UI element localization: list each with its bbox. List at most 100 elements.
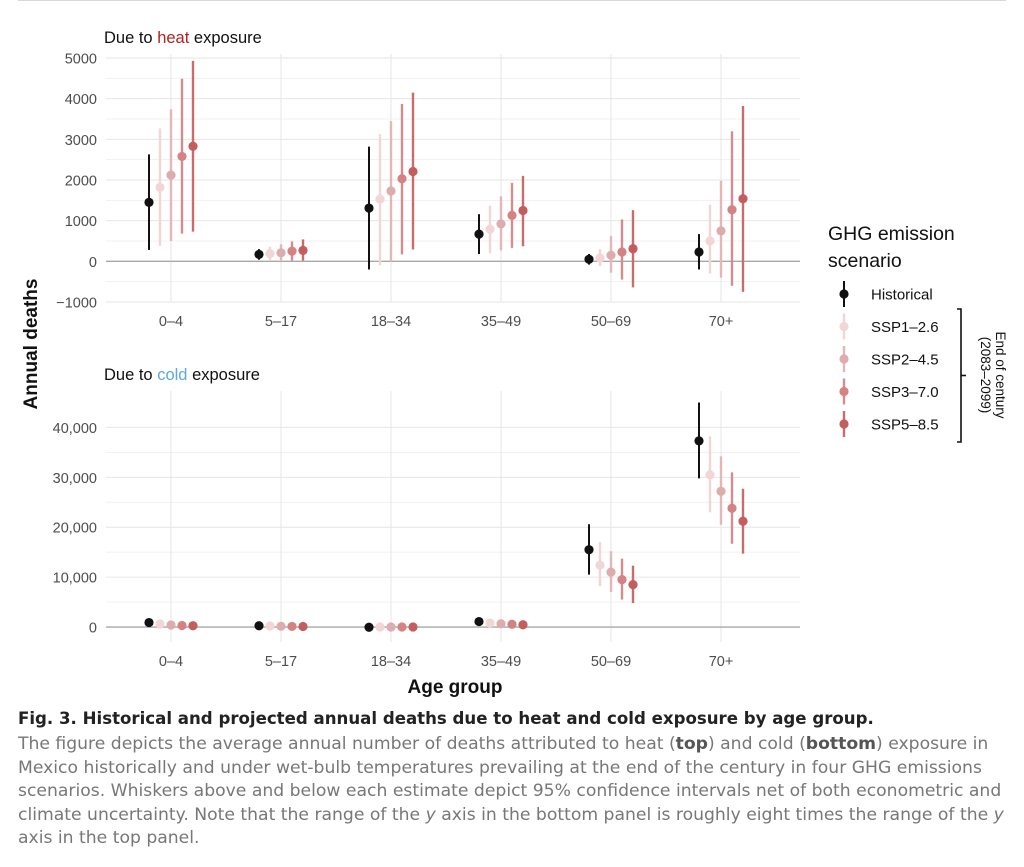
legend-marker — [839, 419, 849, 429]
panel-title-part: Due to — [104, 29, 157, 47]
data-point — [485, 618, 495, 628]
data-point — [738, 194, 748, 204]
y-tick-label: 20,000 — [53, 521, 97, 537]
y-axis-label: Annual deaths — [21, 279, 42, 410]
data-point — [617, 575, 627, 585]
x-tick-label: 50–69 — [591, 654, 631, 670]
data-point — [694, 247, 704, 257]
data-point — [716, 486, 726, 496]
data-point — [606, 567, 616, 577]
y-tick-label: 2000 — [65, 174, 97, 190]
data-point — [595, 560, 605, 570]
data-point — [705, 236, 715, 246]
legend-title: scenario — [828, 250, 902, 272]
data-point — [386, 622, 396, 632]
x-tick-label: 5–17 — [265, 654, 297, 670]
data-point — [166, 170, 176, 180]
panel-title-top: Due to heat exposure — [104, 29, 262, 47]
data-point — [584, 254, 594, 264]
data-point — [584, 545, 594, 555]
legend-label: SSP2–4.5 — [871, 352, 939, 369]
data-point — [474, 229, 484, 239]
panel-title-part: Due to — [104, 366, 157, 384]
data-point — [265, 249, 275, 259]
data-point — [397, 622, 407, 632]
data-point — [375, 622, 385, 632]
data-point — [408, 166, 418, 177]
panel-title-part: exposure — [187, 366, 259, 384]
legend-label: SSP3–7.0 — [871, 384, 939, 401]
caption-figure-label: Fig. 3. — [18, 709, 77, 728]
data-point — [166, 620, 176, 630]
data-point — [188, 141, 198, 151]
data-point — [518, 205, 528, 216]
x-axis-label: Age group — [408, 677, 503, 698]
data-point — [408, 622, 418, 632]
data-point — [144, 617, 154, 628]
x-tick-label: 35–49 — [481, 314, 521, 330]
data-point — [188, 621, 198, 631]
data-point — [364, 622, 374, 632]
data-point — [496, 219, 506, 229]
legend-label: SSP5–8.5 — [871, 417, 939, 434]
data-point — [265, 621, 275, 631]
x-tick-label: 5–17 — [265, 314, 297, 330]
legend-marker — [839, 386, 849, 397]
panel-bottom: Due to cold exposure 0 10,000 20,000 30,000 4… — [53, 366, 800, 670]
y-tick-label: 5000 — [65, 52, 97, 68]
data-point — [694, 436, 704, 446]
panel-top: Due to heat exposure −1000 0 1000 2000 3000 40… — [56, 29, 800, 330]
data-point — [276, 621, 286, 631]
data-point — [397, 174, 407, 184]
x-tick-label: 70+ — [709, 654, 734, 670]
legend-item: SSP1–2.6 — [839, 313, 939, 340]
panel-title-part: cold — [157, 366, 187, 384]
data-point — [518, 620, 528, 630]
bracket-label: (2083–2099) — [978, 337, 993, 414]
figure-chart: Due to heat exposure −1000 0 1000 2000 3000 40… — [21, 29, 1008, 698]
y-tick-label: −1000 — [56, 296, 97, 312]
data-point — [287, 621, 297, 632]
x-tick-label: 0–4 — [159, 314, 183, 330]
data-point — [705, 470, 715, 480]
y-tick-label: 10,000 — [53, 571, 97, 587]
x-tick-label: 35–49 — [481, 654, 521, 670]
legend-marker — [839, 289, 849, 299]
legend-item: SSP5–8.5 — [839, 411, 939, 437]
caption-heading: Fig. 3. Historical and projected annual … — [18, 709, 874, 728]
panel-title-part: exposure — [189, 29, 261, 47]
data-point — [298, 621, 308, 632]
x-tick-label: 70+ — [709, 314, 734, 330]
panel-title-part: heat — [157, 29, 190, 47]
caption-top-word: top — [675, 734, 708, 755]
caption-text-4: axis in the bottom panel is roughly eigh… — [435, 804, 994, 825]
y-tick-label: 40,000 — [53, 421, 97, 437]
data-point — [364, 203, 374, 213]
data-point — [716, 226, 726, 236]
data-point — [287, 246, 297, 256]
data-point — [177, 151, 187, 162]
bracket-label: End of century — [993, 331, 1008, 418]
y-tick-label: 30,000 — [53, 471, 97, 487]
caption-y-italic-2: y — [993, 804, 1004, 825]
y-tick-label: 3000 — [65, 133, 97, 149]
legend-bracket-text: End of century(2083–2099) — [978, 331, 1008, 418]
y-tick-label: 0 — [89, 621, 97, 637]
caption-text-3: ) exposure in Mexico historically and un… — [18, 734, 1002, 825]
legend-label: Historical — [871, 287, 933, 304]
figure-caption: Fig. 3. Historical and projected annual … — [18, 707, 1008, 850]
data-point — [276, 248, 286, 258]
data-point — [617, 247, 627, 257]
y-tick-label: 1000 — [65, 214, 97, 230]
legend-title: GHG emission — [828, 223, 955, 245]
data-point — [298, 245, 308, 255]
caption-text-5: axis in the top panel. — [18, 828, 200, 849]
data-point — [254, 249, 264, 260]
data-point — [727, 205, 737, 215]
legend-label: SSP1–2.6 — [871, 319, 939, 336]
panel-title-bottom: Due to cold exposure — [104, 366, 260, 384]
y-tick-label: 0 — [89, 255, 97, 271]
legend-item: SSP2–4.5 — [839, 346, 939, 372]
top-divider — [18, 0, 1006, 1]
legend-marker — [839, 321, 849, 332]
